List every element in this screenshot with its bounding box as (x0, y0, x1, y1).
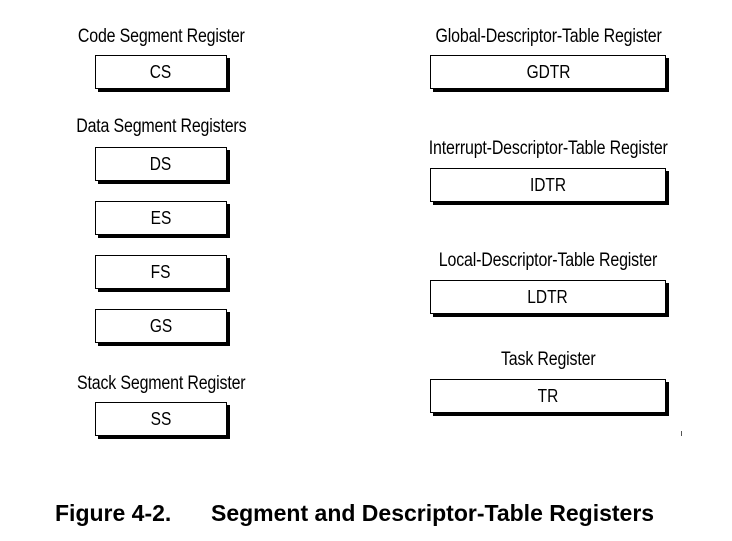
gs-register-box: GS (95, 309, 227, 343)
data-segment-registers-heading: Data Segment Registers (75, 116, 246, 137)
stack-segment-register-heading: Stack Segment Register (77, 373, 246, 394)
cs-register-label: CS (150, 61, 172, 82)
ds-register-label: DS (150, 153, 172, 174)
task-register-heading: Task Register (500, 349, 596, 370)
stray-mark (681, 431, 682, 436)
figure-number: Figure 4-2. (55, 500, 172, 526)
es-register-box: ES (95, 201, 227, 235)
gs-register-label: GS (149, 315, 173, 336)
gdtr-register-box: GDTR (430, 55, 666, 89)
fs-register-box: FS (95, 255, 227, 289)
ss-register-label: SS (150, 408, 172, 429)
ss-register-box: SS (95, 402, 227, 436)
ldtr-register-label: LDTR (527, 286, 569, 307)
idtr-register-box: IDTR (430, 168, 666, 202)
gdtr-register-label: GDTR (526, 61, 570, 82)
tr-register-box: TR (430, 379, 666, 413)
figure-caption: Figure 4-2. Segment and Descriptor-Table … (55, 500, 654, 527)
code-segment-register-heading: Code Segment Register (77, 26, 245, 47)
ds-register-box: DS (95, 147, 227, 181)
figure-title: Segment and Descriptor-Table Registers (211, 500, 655, 526)
es-register-label: ES (150, 207, 172, 228)
fs-register-label: FS (151, 261, 171, 282)
tr-register-label: TR (537, 385, 559, 406)
ldtr-register-box: LDTR (430, 280, 666, 314)
idtr-register-label: IDTR (529, 174, 567, 195)
cs-register-box: CS (95, 55, 227, 89)
ldtr-heading: Local-Descriptor-Table Register (438, 250, 658, 271)
gdtr-heading: Global-Descriptor-Table Register (435, 26, 662, 47)
idtr-heading: Interrupt-Descriptor-Table Register (428, 138, 668, 159)
